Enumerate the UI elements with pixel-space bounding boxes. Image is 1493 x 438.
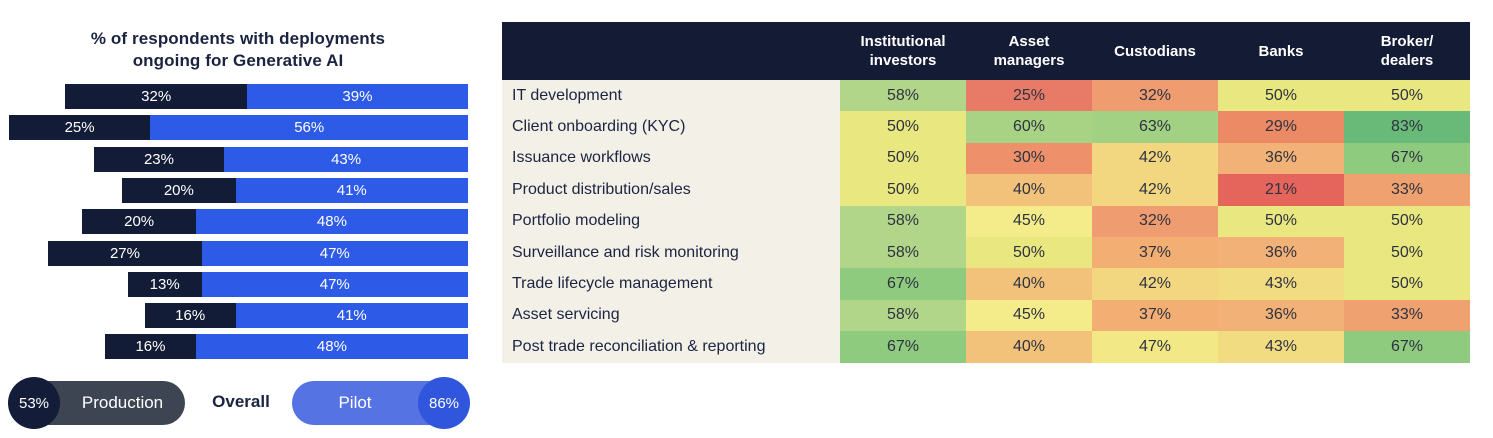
- bar-row: 16% 48%: [105, 334, 468, 360]
- table-row-label: Portfolio modeling: [502, 205, 840, 237]
- bar-segment-pilot: 41%: [235, 177, 468, 203]
- table-row-label: Client onboarding (KYC): [502, 111, 840, 143]
- heatmap-cell: 43%: [1218, 331, 1344, 363]
- bar-segment-production: 32%: [65, 84, 247, 109]
- production-label: Production: [81, 393, 164, 412]
- bar-segment-production: 20%: [82, 209, 196, 235]
- heatmap-cell: 32%: [1092, 205, 1218, 237]
- heatmap-cell: 50%: [1344, 205, 1470, 237]
- heatmap-cell: 67%: [840, 268, 966, 300]
- heatmap-cell: 67%: [1344, 331, 1470, 363]
- legend: 53% Production Overall Pilot 86%: [0, 377, 480, 435]
- heatmap-cell: 36%: [1218, 299, 1344, 332]
- bar-segment-pilot: 47%: [201, 271, 468, 297]
- bar-row: 16% 41%: [144, 303, 468, 329]
- legend-production-pill: 53% Production: [8, 377, 185, 429]
- heatmap-cell: 42%: [1092, 174, 1218, 206]
- heatmap-cell: 43%: [1218, 268, 1344, 300]
- legend-pilot-pill: Pilot 86%: [292, 377, 470, 429]
- heatmap-cell: 50%: [1344, 268, 1470, 300]
- bar-segment-pilot: 48%: [195, 209, 468, 235]
- heatmap-cell: 67%: [1344, 142, 1470, 175]
- table-header-cell: Banks: [1218, 22, 1344, 80]
- heatmap-cell: 63%: [1092, 111, 1218, 143]
- table-header-cell: Asset managers: [966, 22, 1092, 80]
- bar-row: 25% 56%: [8, 115, 468, 141]
- heatmap-cell: 67%: [840, 331, 966, 363]
- heatmap-cell: 50%: [840, 111, 966, 143]
- heatmap-cell: 30%: [966, 142, 1092, 175]
- heatmap-cell: 40%: [966, 174, 1092, 206]
- chart-title: % of respondents with deployments ongoin…: [90, 29, 386, 70]
- bar-row: 23% 43%: [93, 146, 468, 172]
- table-header-cell: Custodians: [1092, 22, 1218, 80]
- heatmap-cell: 58%: [840, 80, 966, 112]
- table-row-label: IT development: [502, 80, 840, 112]
- table-header-cell: Broker/ dealers: [1344, 22, 1470, 80]
- heatmap-cell: 40%: [966, 268, 1092, 300]
- heatmap-cell: 50%: [1218, 80, 1344, 112]
- heatmap-cell: 33%: [1344, 299, 1470, 332]
- bar-row: 13% 47%: [127, 271, 468, 297]
- heatmap-cell: 32%: [1092, 80, 1218, 112]
- heatmap-cell: 50%: [1218, 205, 1344, 237]
- bar-segment-production: 16%: [105, 334, 196, 360]
- table-row-label: Asset servicing: [502, 299, 840, 332]
- bar-segment-production: 13%: [127, 271, 202, 297]
- heatmap-cell: 25%: [966, 80, 1092, 112]
- table-row-label: Trade lifecycle management: [502, 268, 840, 300]
- bar-row: 27% 47%: [48, 240, 468, 266]
- heatmap-cell: 58%: [840, 236, 966, 269]
- heatmap-cell: 36%: [1218, 236, 1344, 269]
- bar-segment-pilot: 47%: [201, 240, 468, 266]
- heatmap-cell: 33%: [1344, 174, 1470, 206]
- table-header-cell: Institutional investors: [840, 22, 966, 80]
- table-header-corner: [502, 22, 840, 80]
- bar-row: 20% 48%: [82, 209, 468, 235]
- pilot-label: Pilot: [338, 393, 372, 412]
- bar-segment-production: 23%: [93, 146, 225, 172]
- production-overall-badge: 53%: [8, 377, 60, 429]
- stacked-bar-chart: 32% 39% 25% 56% 23% 43% 20% 41% 20% 48% 27% 47% 13% 4…: [8, 84, 468, 366]
- heatmap-cell: 29%: [1218, 111, 1344, 143]
- heatmap-cell: 60%: [966, 111, 1092, 143]
- bar-segment-production: 20%: [122, 177, 236, 203]
- heatmap-cell: 83%: [1344, 111, 1470, 143]
- heatmap-cell: 37%: [1092, 299, 1218, 332]
- heatmap-cell: 58%: [840, 205, 966, 237]
- heatmap-cell: 50%: [1344, 80, 1470, 112]
- pilot-overall-badge: 86%: [418, 377, 470, 429]
- bar-segment-production: 16%: [144, 303, 236, 329]
- bar-segment-pilot: 56%: [150, 115, 468, 141]
- table-row-label: Surveillance and risk monitoring: [502, 236, 840, 269]
- deployment-heatmap-table: Institutional investors Asset managers Cus…: [502, 22, 1470, 363]
- bar-row: 32% 39%: [65, 84, 468, 109]
- heatmap-cell: 37%: [1092, 236, 1218, 269]
- bar-segment-pilot: 39%: [246, 84, 468, 109]
- heatmap-cell: 45%: [966, 205, 1092, 237]
- table-row-label: Product distribution/sales: [502, 174, 840, 206]
- heatmap-cell: 21%: [1218, 174, 1344, 206]
- bar-segment-pilot: 43%: [224, 146, 468, 172]
- table-row-label: Post trade reconciliation & reporting: [502, 331, 840, 363]
- bar-segment-pilot: 41%: [235, 303, 468, 329]
- heatmap-cell: 40%: [966, 331, 1092, 363]
- table-row-label: Issuance workflows: [502, 142, 840, 175]
- heatmap-cell: 50%: [966, 236, 1092, 269]
- heatmap-cell: 50%: [1344, 236, 1470, 269]
- bar-segment-production: 25%: [8, 115, 151, 141]
- heatmap-cell: 42%: [1092, 142, 1218, 175]
- heatmap-cell: 47%: [1092, 331, 1218, 363]
- heatmap-cell: 42%: [1092, 268, 1218, 300]
- heatmap-cell: 58%: [840, 299, 966, 332]
- heatmap-cell: 45%: [966, 299, 1092, 332]
- heatmap-cell: 50%: [840, 142, 966, 175]
- bar-segment-production: 27%: [48, 240, 202, 266]
- overall-label: Overall: [212, 392, 270, 411]
- heatmap-cell: 50%: [840, 174, 966, 206]
- bar-segment-pilot: 48%: [195, 334, 468, 360]
- heatmap-cell: 36%: [1218, 142, 1344, 175]
- bar-row: 20% 41%: [122, 177, 468, 203]
